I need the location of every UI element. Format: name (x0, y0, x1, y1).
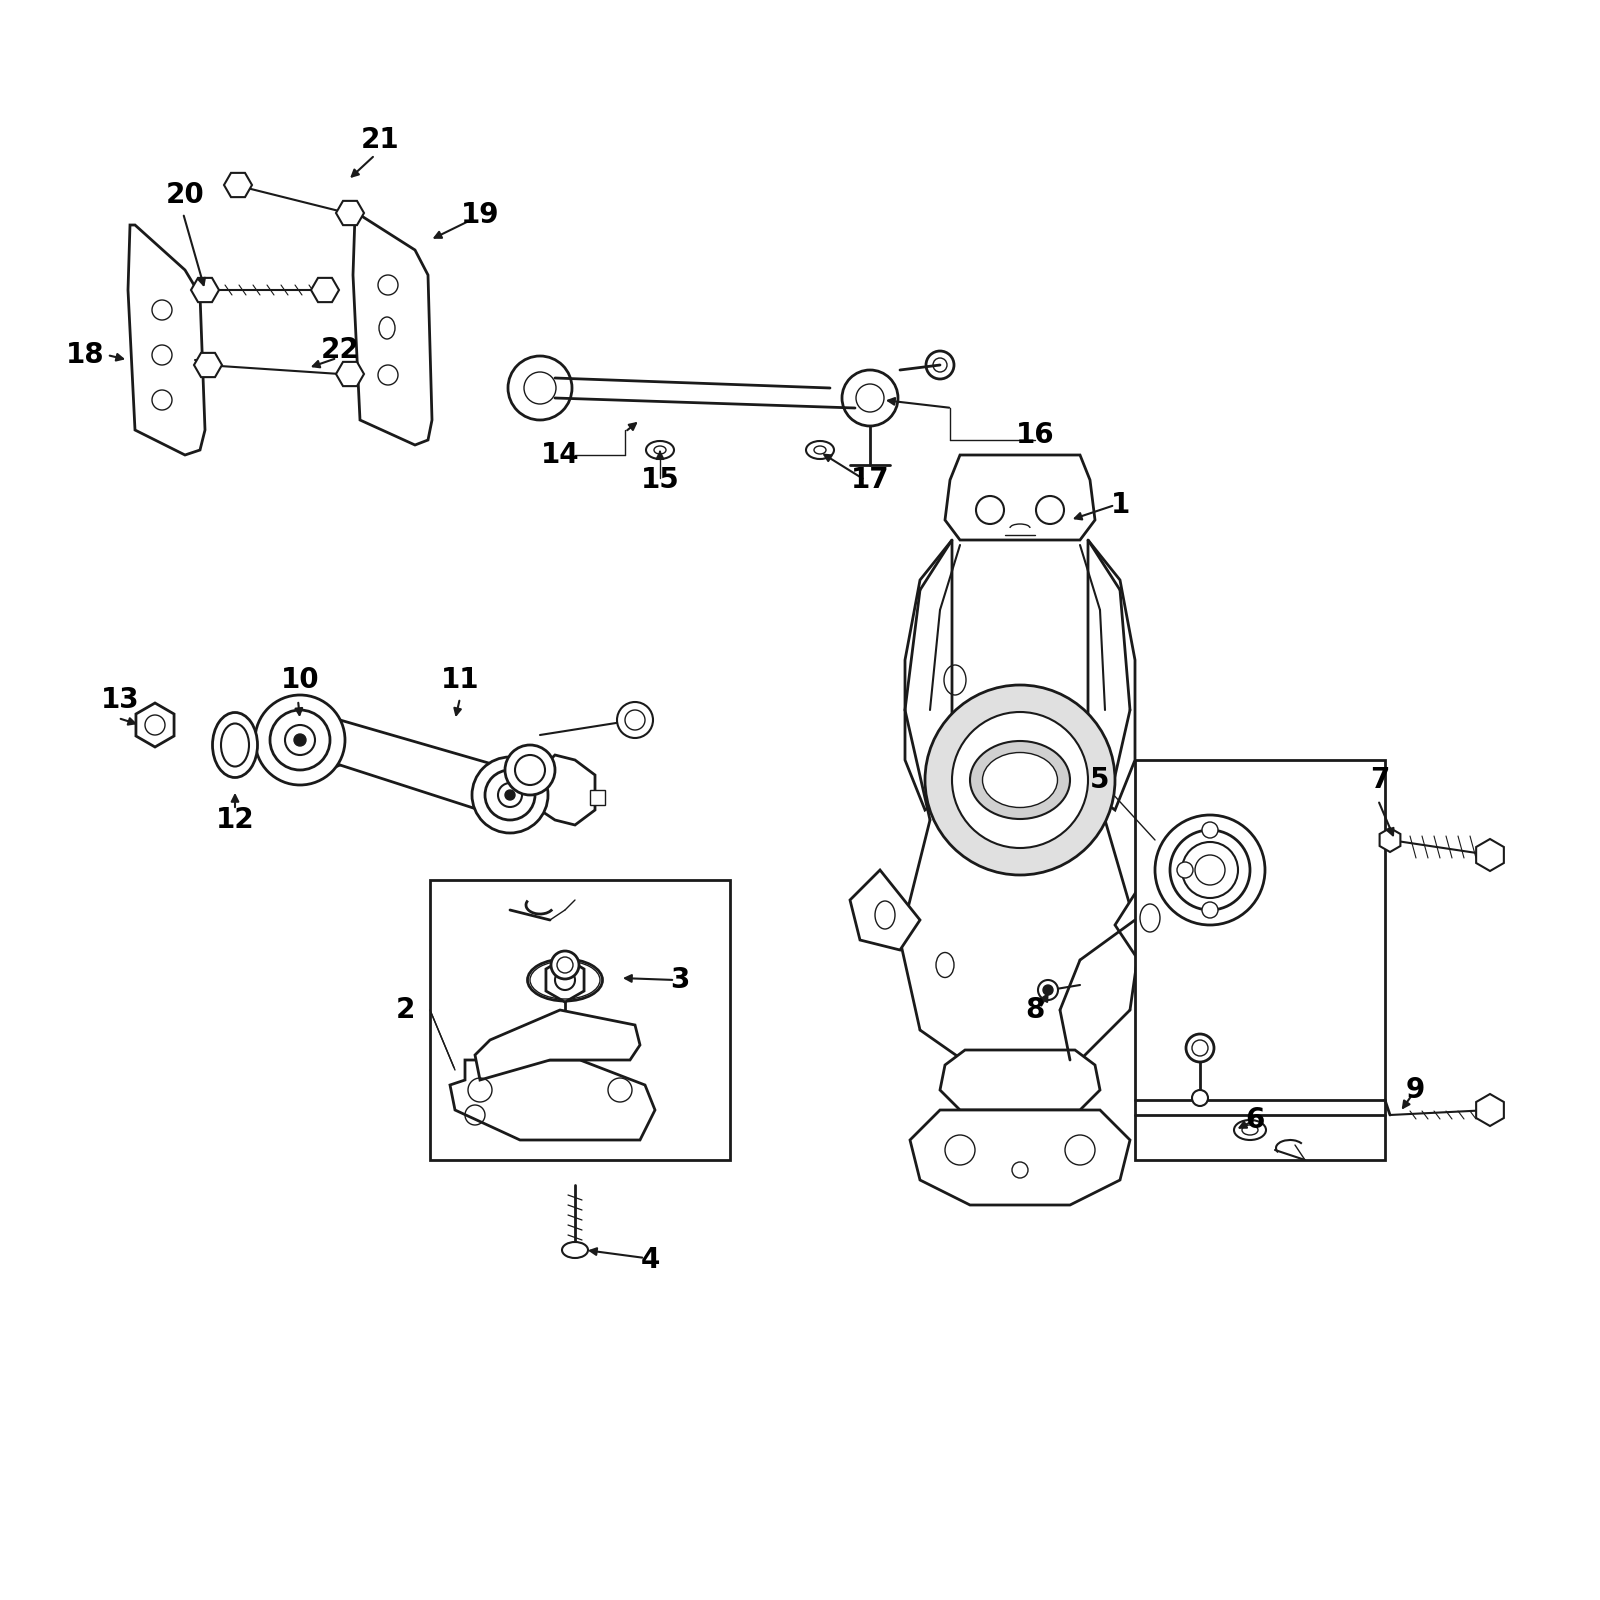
Circle shape (1202, 822, 1218, 838)
Polygon shape (1088, 541, 1134, 810)
Text: 15: 15 (640, 466, 680, 494)
Bar (430, 880, 730, 1160)
Text: 17: 17 (851, 466, 890, 494)
Circle shape (294, 734, 306, 746)
Circle shape (485, 770, 534, 819)
Circle shape (1013, 1162, 1027, 1178)
Text: 8: 8 (1026, 995, 1045, 1024)
Polygon shape (128, 226, 205, 454)
Circle shape (506, 790, 515, 800)
Ellipse shape (528, 958, 603, 1002)
Circle shape (515, 755, 546, 786)
Ellipse shape (562, 1242, 589, 1258)
Bar (1134, 760, 1386, 1160)
Text: 18: 18 (66, 341, 104, 370)
Polygon shape (941, 1050, 1101, 1110)
Circle shape (1178, 862, 1194, 878)
Circle shape (472, 757, 547, 834)
Text: 16: 16 (1016, 421, 1054, 450)
Ellipse shape (814, 446, 826, 454)
Text: 3: 3 (670, 966, 690, 994)
Text: 10: 10 (280, 666, 320, 694)
Polygon shape (541, 755, 595, 826)
Ellipse shape (221, 723, 250, 766)
Text: 20: 20 (166, 181, 205, 210)
Text: 1: 1 (1110, 491, 1130, 518)
Text: 6: 6 (1245, 1106, 1264, 1134)
Circle shape (626, 710, 645, 730)
Ellipse shape (646, 442, 674, 459)
Text: 11: 11 (440, 666, 480, 694)
Circle shape (1170, 830, 1250, 910)
Polygon shape (354, 214, 432, 445)
Circle shape (1182, 842, 1238, 898)
Circle shape (506, 746, 555, 795)
Polygon shape (475, 1010, 640, 1080)
Text: 9: 9 (1405, 1075, 1424, 1104)
Circle shape (550, 950, 579, 979)
Text: 21: 21 (360, 126, 400, 154)
Polygon shape (450, 1059, 654, 1139)
Circle shape (270, 710, 330, 770)
Polygon shape (910, 1110, 1130, 1205)
Text: 13: 13 (101, 686, 139, 714)
Polygon shape (906, 541, 952, 810)
Text: 2: 2 (395, 995, 414, 1024)
Ellipse shape (654, 446, 666, 454)
Text: 7: 7 (1370, 766, 1390, 794)
Polygon shape (946, 454, 1094, 541)
Text: 4: 4 (640, 1246, 659, 1274)
Ellipse shape (982, 752, 1058, 808)
Polygon shape (850, 870, 920, 950)
Circle shape (952, 712, 1088, 848)
Circle shape (925, 685, 1115, 875)
Text: 22: 22 (320, 336, 360, 365)
Circle shape (1155, 814, 1266, 925)
Circle shape (254, 694, 346, 786)
Text: 14: 14 (541, 442, 579, 469)
Text: 5: 5 (1090, 766, 1110, 794)
Circle shape (285, 725, 315, 755)
Text: 12: 12 (216, 806, 254, 834)
Ellipse shape (1242, 1125, 1258, 1134)
Circle shape (498, 782, 522, 806)
Circle shape (1192, 1090, 1208, 1106)
Text: 19: 19 (461, 202, 499, 229)
Circle shape (1202, 902, 1218, 918)
Circle shape (1043, 986, 1053, 995)
Ellipse shape (806, 442, 834, 459)
Ellipse shape (970, 741, 1070, 819)
Polygon shape (1115, 870, 1181, 955)
Circle shape (1038, 979, 1058, 1000)
Circle shape (618, 702, 653, 738)
Bar (590, 790, 605, 805)
Ellipse shape (1234, 1120, 1266, 1139)
Circle shape (1186, 1034, 1214, 1062)
Circle shape (205, 355, 214, 365)
Ellipse shape (213, 712, 258, 778)
